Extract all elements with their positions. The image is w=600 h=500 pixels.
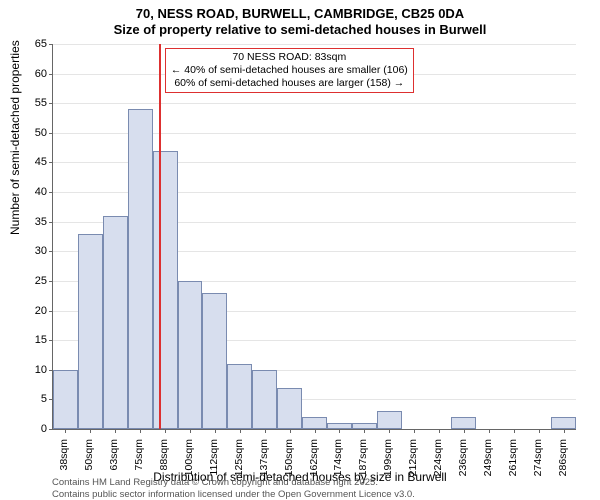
xtick-label: 137sqm	[258, 439, 270, 489]
ytick-mark	[49, 311, 53, 312]
xtick-label: 100sqm	[183, 439, 195, 489]
xtick-label: 249sqm	[482, 439, 494, 489]
plot-area: 70 NESS ROAD: 83sqm← 40% of semi-detache…	[52, 44, 576, 430]
histogram-bar	[78, 234, 103, 429]
footer-line2: Contains public sector information licen…	[52, 489, 415, 500]
xtick-label: 150sqm	[283, 439, 295, 489]
xtick-label: 75sqm	[133, 439, 145, 489]
chart-title-main: 70, NESS ROAD, BURWELL, CAMBRIDGE, CB25 …	[0, 6, 600, 21]
xtick-label: 162sqm	[308, 439, 320, 489]
xtick-label: 274sqm	[532, 439, 544, 489]
ytick-label: 40	[17, 186, 47, 198]
ytick-label: 30	[17, 245, 47, 257]
histogram-bar	[153, 151, 178, 429]
xtick-mark	[115, 429, 116, 433]
annotation-line1: 70 NESS ROAD: 83sqm	[171, 51, 408, 64]
ytick-mark	[49, 74, 53, 75]
xtick-mark	[215, 429, 216, 433]
ytick-mark	[49, 222, 53, 223]
marker-line	[159, 44, 161, 429]
histogram-bar	[128, 109, 153, 429]
xtick-label: 125sqm	[233, 439, 245, 489]
histogram-bar	[551, 417, 576, 429]
histogram-bar	[377, 411, 402, 429]
xtick-mark	[65, 429, 66, 433]
xtick-label: 286sqm	[557, 439, 569, 489]
ytick-mark	[49, 251, 53, 252]
xtick-mark	[389, 429, 390, 433]
histogram-bar	[53, 370, 78, 429]
histogram-bar	[103, 216, 128, 429]
xtick-mark	[414, 429, 415, 433]
xtick-mark	[464, 429, 465, 433]
xtick-mark	[240, 429, 241, 433]
ytick-label: 55	[17, 97, 47, 109]
xtick-label: 199sqm	[382, 439, 394, 489]
ytick-mark	[49, 340, 53, 341]
histogram-bar	[277, 388, 302, 429]
xtick-label: 187sqm	[357, 439, 369, 489]
xtick-label: 261sqm	[507, 439, 519, 489]
ytick-mark	[49, 281, 53, 282]
xtick-label: 38sqm	[58, 439, 70, 489]
annotation-box: 70 NESS ROAD: 83sqm← 40% of semi-detache…	[165, 48, 414, 93]
ytick-label: 45	[17, 156, 47, 168]
annotation-line2: ← 40% of semi-detached houses are smalle…	[171, 64, 408, 77]
histogram-bar	[302, 417, 327, 429]
xtick-mark	[489, 429, 490, 433]
histogram-bar	[227, 364, 252, 429]
xtick-mark	[265, 429, 266, 433]
xtick-mark	[439, 429, 440, 433]
ytick-label: 20	[17, 305, 47, 317]
ytick-label: 60	[17, 68, 47, 80]
xtick-label: 212sqm	[407, 439, 419, 489]
ytick-label: 50	[17, 127, 47, 139]
xtick-label: 174sqm	[332, 439, 344, 489]
ytick-mark	[49, 192, 53, 193]
xtick-label: 224sqm	[432, 439, 444, 489]
histogram-bar	[202, 293, 227, 429]
xtick-mark	[90, 429, 91, 433]
ytick-label: 35	[17, 216, 47, 228]
xtick-label: 112sqm	[208, 439, 220, 489]
annotation-line3: 60% of semi-detached houses are larger (…	[171, 77, 408, 90]
ytick-mark	[49, 44, 53, 45]
ytick-label: 65	[17, 38, 47, 50]
xtick-mark	[165, 429, 166, 433]
histogram-bar	[252, 370, 277, 429]
xtick-label: 88sqm	[158, 439, 170, 489]
ytick-mark	[49, 429, 53, 430]
xtick-mark	[290, 429, 291, 433]
ytick-label: 15	[17, 334, 47, 346]
xtick-mark	[339, 429, 340, 433]
ytick-mark	[49, 162, 53, 163]
xtick-mark	[364, 429, 365, 433]
ytick-mark	[49, 133, 53, 134]
ytick-label: 0	[17, 423, 47, 435]
xtick-mark	[315, 429, 316, 433]
ytick-mark	[49, 103, 53, 104]
gridline	[53, 103, 576, 104]
xtick-mark	[190, 429, 191, 433]
xtick-label: 63sqm	[108, 439, 120, 489]
histogram-bar	[178, 281, 203, 429]
histogram-bar	[451, 417, 476, 429]
ytick-label: 25	[17, 275, 47, 287]
xtick-mark	[514, 429, 515, 433]
ytick-label: 10	[17, 364, 47, 376]
chart-container: 70, NESS ROAD, BURWELL, CAMBRIDGE, CB25 …	[0, 0, 600, 500]
xtick-label: 236sqm	[457, 439, 469, 489]
xtick-mark	[564, 429, 565, 433]
xtick-mark	[140, 429, 141, 433]
gridline	[53, 44, 576, 45]
xtick-label: 50sqm	[83, 439, 95, 489]
chart-title-sub: Size of property relative to semi-detach…	[0, 22, 600, 37]
ytick-label: 5	[17, 393, 47, 405]
xtick-mark	[539, 429, 540, 433]
